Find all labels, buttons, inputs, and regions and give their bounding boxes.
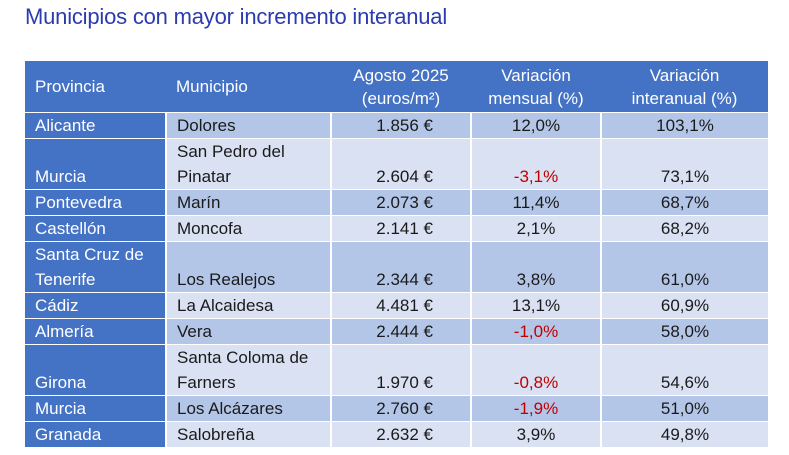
cell-variacion-mensual: 3,9%	[470, 421, 601, 447]
header-precio-line1: Agosto 2025	[353, 65, 449, 85]
header-mensual-line2: mensual (%)	[488, 88, 584, 108]
cell-variacion-mensual: 3,8%	[470, 241, 601, 293]
header-municipio: Municipio	[166, 61, 331, 113]
cell-variacion-interanual: 103,1%	[600, 112, 768, 139]
cell-variacion-interanual: 60,9%	[600, 292, 768, 319]
cell-precio: 1.970 €	[330, 344, 471, 396]
header-mensual-line1: Variación	[501, 65, 571, 85]
cell-provincia: Almería	[25, 318, 166, 345]
table-row: Cádiz La Alcaidesa 4.481 €13,1% 60,9%	[25, 292, 768, 319]
page-title: Municipios con mayor incremento interanu…	[25, 4, 448, 29]
cell-provincia: Murcia	[25, 138, 166, 190]
table-header-row: Provincia Municipio Agosto 2025 (euros/m²…	[25, 61, 768, 113]
header-variacion-mensual: Variación mensual (%)	[471, 61, 601, 113]
cell-variacion-interanual: 61,0%	[600, 241, 768, 293]
table-row: Pontevedra Marín 2.073 €11,4% 68,7%	[25, 189, 768, 216]
cell-municipio: Moncofa	[165, 215, 331, 242]
table-row: Granada Salobreña 2.632 €3,9% 49,8%	[25, 421, 768, 447]
table-row: Girona Santa Coloma de Farners 1.970 € -0,8…	[25, 344, 768, 396]
cell-variacion-mensual: 13,1%	[470, 292, 601, 319]
cell-provincia: Pontevedra	[25, 189, 166, 216]
table-row: Santa Cruz de Tenerife Los Realejos 2.344 …	[25, 241, 768, 293]
cell-municipio: Dolores	[165, 112, 331, 139]
cell-municipio: Santa Coloma de Farners	[165, 344, 331, 396]
cell-precio: 2.604 €	[330, 138, 471, 190]
municipios-table: Provincia Municipio Agosto 2025 (euros/m²…	[25, 61, 768, 447]
cell-provincia: Cádiz	[25, 292, 166, 319]
cell-variacion-mensual: 11,4%	[470, 189, 601, 216]
header-provincia: Provincia	[25, 61, 166, 113]
cell-precio: 4.481 €	[330, 292, 471, 319]
cell-precio: 2.073 €	[330, 189, 471, 216]
cell-precio: 1.856 €	[330, 112, 471, 139]
cell-provincia: Castellón	[25, 215, 166, 242]
header-variacion-interanual: Variación interanual (%)	[601, 61, 768, 113]
cell-precio: 2.141 €	[330, 215, 471, 242]
table-row: Alicante Dolores 1.856 €12,0% 103,1%	[25, 112, 768, 139]
cell-variacion-interanual: 58,0%	[600, 318, 768, 345]
table-row: Murcia San Pedro del Pinatar 2.604 € -3,1% 7…	[25, 138, 768, 190]
cell-provincia: Girona	[25, 344, 166, 396]
cell-provincia: Murcia	[25, 395, 166, 422]
cell-variacion-mensual: 12,0%	[470, 112, 601, 139]
cell-variacion-interanual: 51,0%	[600, 395, 768, 422]
cell-municipio: Los Alcázares	[165, 395, 331, 422]
cell-municipio: Marín	[165, 189, 331, 216]
table-row: Almería Vera 2.444 € -1,0% 58,0%	[25, 318, 768, 345]
cell-municipio: Salobreña	[165, 421, 331, 447]
cell-variacion-interanual: 68,7%	[600, 189, 768, 216]
cell-variacion-interanual: 49,8%	[600, 421, 768, 447]
cell-municipio: La Alcaidesa	[165, 292, 331, 319]
table-row: Castellón Moncofa 2.141 €2,1% 68,2%	[25, 215, 768, 242]
cell-variacion-mensual: 2,1%	[470, 215, 601, 242]
cell-provincia: Granada	[25, 421, 166, 447]
cell-variacion-mensual: -1,9%	[470, 395, 601, 422]
cell-precio: 2.444 €	[330, 318, 471, 345]
cell-variacion-interanual: 73,1%	[600, 138, 768, 190]
table-body: Alicante Dolores 1.856 €12,0% 103,1% Murcia S…	[25, 112, 768, 447]
header-precio-line2: (euros/m²)	[361, 88, 441, 108]
cell-provincia: Alicante	[25, 112, 166, 139]
cell-provincia: Santa Cruz de Tenerife	[25, 241, 166, 293]
header-interanual-line2: interanual (%)	[631, 88, 738, 108]
cell-variacion-mensual: -1,0%	[470, 318, 601, 345]
cell-municipio: San Pedro del Pinatar	[165, 138, 331, 190]
cell-precio: 2.632 €	[330, 421, 471, 447]
cell-precio: 2.760 €	[330, 395, 471, 422]
cell-precio: 2.344 €	[330, 241, 471, 293]
header-interanual-line1: Variación	[649, 65, 720, 85]
cell-variacion-interanual: 54,6%	[600, 344, 768, 396]
cell-variacion-mensual: -3,1%	[470, 138, 601, 190]
table-row: Murcia Los Alcázares 2.760 € -1,9% 51,0%	[25, 395, 768, 422]
header-precio: Agosto 2025 (euros/m²)	[331, 61, 471, 113]
cell-variacion-mensual: -0,8%	[470, 344, 601, 396]
cell-municipio: Vera	[165, 318, 331, 345]
cell-municipio: Los Realejos	[165, 241, 331, 293]
cell-variacion-interanual: 68,2%	[600, 215, 768, 242]
